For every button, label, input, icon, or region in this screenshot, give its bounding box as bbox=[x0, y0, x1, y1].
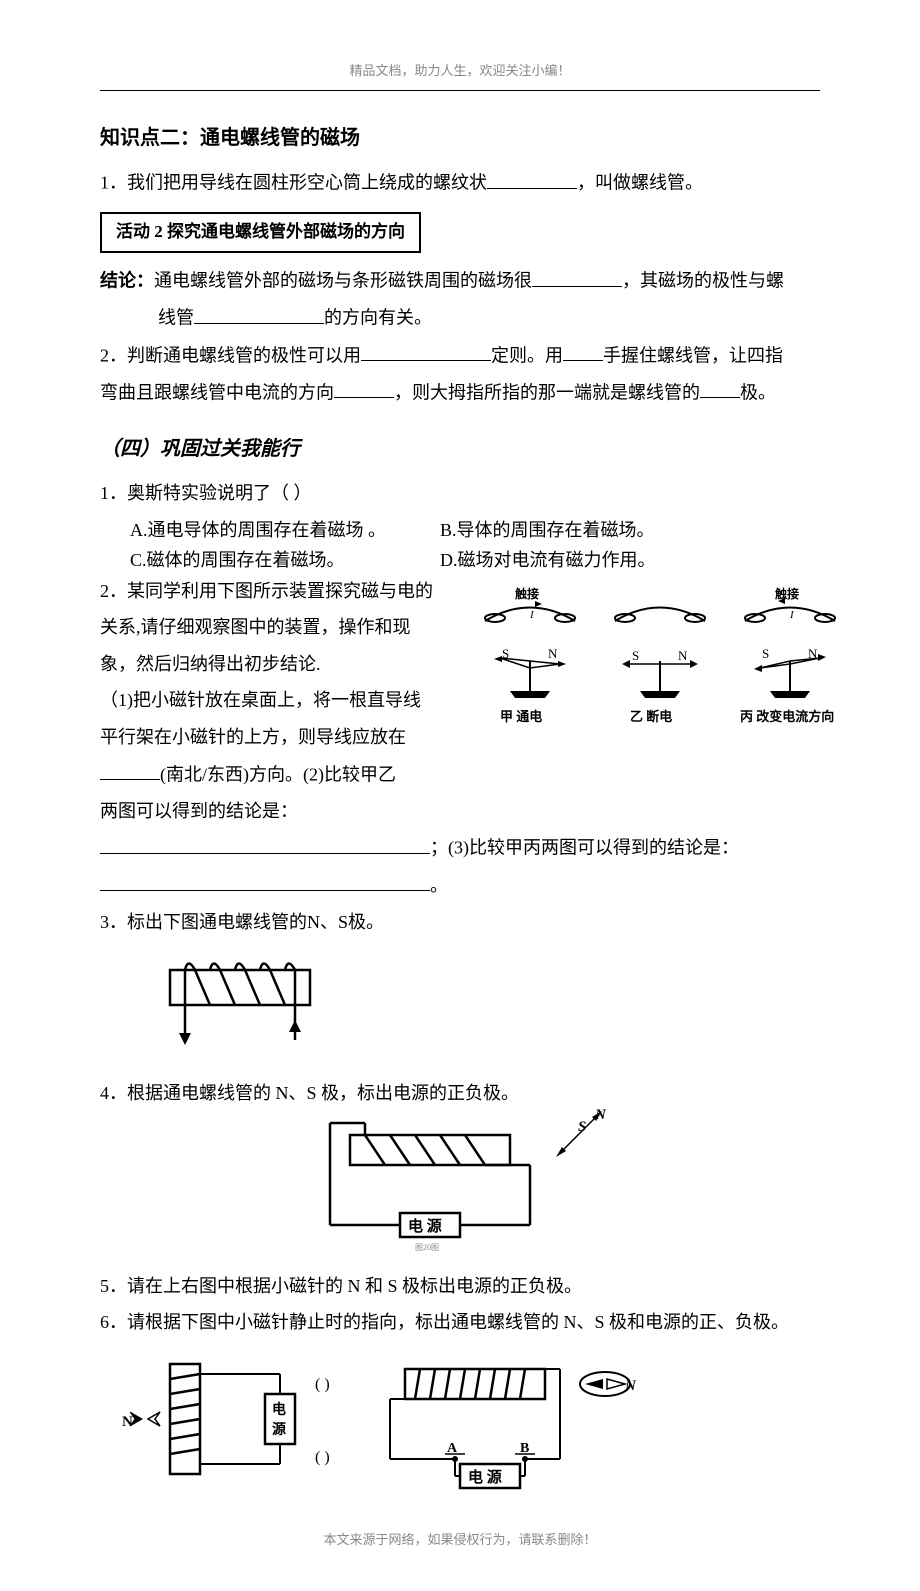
svg-text:图20图: 图20图 bbox=[415, 1243, 439, 1252]
q1-optB: B.导体的周围存在着磁场。 bbox=[440, 515, 655, 546]
svg-text:乙 断电: 乙 断电 bbox=[630, 709, 672, 724]
q2-l8: ；(3)比较甲丙两图可以得到的结论是： bbox=[100, 832, 820, 863]
blank bbox=[532, 265, 622, 287]
q3-diagram bbox=[100, 945, 820, 1070]
q1-optA: A.通电导体的周围存在着磁场 。 bbox=[130, 515, 440, 546]
q5-compass-icon: S N bbox=[550, 1105, 610, 1165]
q2-l1: 2．某同学利用下图所示装置探究磁与电的 bbox=[100, 576, 460, 607]
blank bbox=[100, 759, 160, 781]
touch-label: 触接 bbox=[515, 586, 539, 601]
footer-note: 本文来源于网络，如果侵权行为，请联系删除！ bbox=[100, 1529, 820, 1551]
conclusion-before: 通电螺线管外部的磁场与条形磁铁周围的磁场很 bbox=[154, 271, 532, 291]
svg-text:N: N bbox=[624, 1378, 637, 1394]
blank bbox=[100, 870, 430, 892]
q6-diagram2-icon: N A B 电 源 bbox=[375, 1344, 645, 1499]
section2-p2a: 2．判断通电螺线管的极性可以用 定则。用 手握住螺线管，让四指 bbox=[100, 340, 820, 371]
svg-text:电 源: 电 源 bbox=[468, 1468, 502, 1486]
compass-diagram-icon: 触接 I S N 甲 通电 bbox=[470, 576, 850, 746]
svg-text:S: S bbox=[632, 648, 639, 663]
blank bbox=[700, 377, 740, 399]
q6: 6．请根据下图中小磁针静止时的指向，标出通电螺线管的 N、S 极和电源的正、负极… bbox=[100, 1307, 820, 1338]
q5: 5．请在上右图中根据小磁针的 N 和 S 极标出电源的正负极。 bbox=[100, 1271, 820, 1302]
svg-text:( ): ( ) bbox=[315, 1376, 330, 1393]
q1-row1: A.通电导体的周围存在着磁场 。 B.导体的周围存在着磁场。 bbox=[130, 515, 820, 546]
svg-text:丙 改变电流方向: 丙 改变电流方向 bbox=[740, 709, 834, 724]
svg-text:N: N bbox=[808, 646, 818, 661]
section2-p2b: 弯曲且跟螺线管中电流的方向 ，则大拇指所指的那一端就是螺线管的 极。 bbox=[100, 377, 820, 408]
conclusion-l2-after: 的方向有关。 bbox=[324, 308, 432, 328]
svg-text:I: I bbox=[529, 609, 535, 621]
svg-text:S: S bbox=[578, 1119, 586, 1135]
q3: 3．标出下图通电螺线管的N、S极。 bbox=[100, 907, 820, 938]
p1-before: 1．我们把用导线在圆柱形空心筒上绕成的螺纹状 bbox=[100, 173, 487, 193]
q5-solenoid-icon: 电 源 图20图 bbox=[310, 1115, 560, 1265]
header-underline bbox=[100, 90, 820, 91]
blank bbox=[194, 302, 324, 324]
q2-diagram: 触接 I S N 甲 通电 bbox=[470, 576, 850, 756]
p2b: 定则。用 bbox=[491, 345, 563, 365]
q4: 4．根据通电螺线管的 N、S 极，标出电源的正负极。 bbox=[100, 1078, 820, 1109]
section2-title: 知识点二：通电螺线管的磁场 bbox=[100, 121, 820, 155]
q2-l9: 。 bbox=[100, 870, 820, 901]
svg-text:甲 通电: 甲 通电 bbox=[500, 709, 542, 724]
conclusion-mid: ，其磁场的极性与螺 bbox=[622, 271, 784, 291]
blank bbox=[100, 832, 430, 854]
conclusion-line1: 结论：通电螺线管外部的磁场与条形磁铁周围的磁场很 ，其磁场的极性与螺 bbox=[100, 265, 820, 296]
svg-text:S: S bbox=[762, 646, 769, 661]
svg-text:N: N bbox=[122, 1414, 133, 1430]
q2-text: 2．某同学利用下图所示装置探究磁与电的 关系,请仔细观察图中的装置，操作和现 象… bbox=[100, 576, 460, 833]
svg-text:N: N bbox=[678, 648, 688, 663]
q2-l7: 两图可以得到的结论是： bbox=[100, 796, 460, 827]
svg-text:S: S bbox=[502, 646, 509, 661]
q1-stem: 1．奥斯特实验说明了（ ） bbox=[100, 478, 820, 509]
q1-optD: D.磁场对电流有磁力作用。 bbox=[440, 545, 656, 576]
q1-row2: C.磁体的周围存在着磁场。 D.磁场对电流有磁力作用。 bbox=[130, 545, 820, 576]
p2e: ，则大拇指所指的那一端就是螺线管的 bbox=[394, 382, 700, 402]
svg-text:N: N bbox=[548, 646, 558, 661]
p2f: 极。 bbox=[740, 382, 776, 402]
conclusion-label: 结论： bbox=[100, 271, 154, 291]
svg-text:I: I bbox=[789, 609, 795, 621]
blank bbox=[334, 377, 394, 399]
svg-text:N: N bbox=[594, 1107, 607, 1123]
svg-text:源: 源 bbox=[272, 1421, 286, 1438]
p2a: 2．判断通电螺线管的极性可以用 bbox=[100, 345, 361, 365]
q6-diagram1-icon: 电 源 ( ) ( ) N bbox=[120, 1344, 360, 1499]
solenoid-icon bbox=[150, 945, 335, 1060]
conclusion-line2: 线管 的方向有关。 bbox=[100, 302, 820, 333]
section2-p1: 1．我们把用导线在圆柱形空心筒上绕成的螺纹状 ，叫做螺线管。 bbox=[100, 167, 820, 198]
q2-l4: （1)把小磁针放在桌面上，将一根直导线 bbox=[100, 685, 460, 716]
q2-l6-after: (南北/东西)方向。(2)比较甲乙 bbox=[160, 764, 396, 784]
svg-text:电: 电 bbox=[272, 1401, 286, 1418]
p1-after: ，叫做螺线管。 bbox=[577, 173, 703, 193]
section4-title: （四）巩固过关我能行 bbox=[100, 432, 820, 466]
q2-l9-after: 。 bbox=[430, 875, 448, 895]
page-root: 精品文档，助力人生，欢迎关注小编！ 知识点二：通电螺线管的磁场 1．我们把用导线… bbox=[0, 0, 920, 1591]
q2-l5: 平行架在小磁针的上方，则导线应放在 bbox=[100, 722, 460, 753]
svg-text:( ): ( ) bbox=[315, 1449, 330, 1466]
q1-options: A.通电导体的周围存在着磁场 。 B.导体的周围存在着磁场。 C.磁体的周围存在… bbox=[100, 515, 820, 576]
p2d: 弯曲且跟螺线管中电流的方向 bbox=[100, 382, 334, 402]
conclusion-l2-before: 线管 bbox=[158, 308, 194, 328]
p2c: 手握住螺线管，让四指 bbox=[603, 345, 783, 365]
q2-l8-after: ；(3)比较甲丙两图可以得到的结论是： bbox=[430, 838, 739, 858]
svg-text:触接: 触接 bbox=[775, 586, 799, 601]
q2-block: 2．某同学利用下图所示装置探究磁与电的 关系,请仔细观察图中的装置，操作和现 象… bbox=[100, 576, 820, 833]
q2-l2: 关系,请仔细观察图中的装置，操作和现 bbox=[100, 612, 460, 643]
q2-l6: (南北/东西)方向。(2)比较甲乙 bbox=[100, 759, 460, 790]
header-note: 精品文档，助力人生，欢迎关注小编！ bbox=[100, 60, 820, 82]
q5-row: 电 源 图20图 S N bbox=[100, 1115, 820, 1265]
blank bbox=[361, 340, 491, 362]
q1-optC: C.磁体的周围存在着磁场。 bbox=[130, 545, 440, 576]
blank bbox=[563, 340, 603, 362]
activity-box: 活动 2 探究通电螺线管外部磁场的方向 bbox=[100, 212, 421, 253]
svg-text:电 源: 电 源 bbox=[408, 1217, 442, 1235]
q6-diagrams: 电 源 ( ) ( ) N bbox=[100, 1344, 820, 1499]
blank bbox=[487, 167, 577, 189]
q2-l3: 象，然后归纳得出初步结论. bbox=[100, 649, 460, 680]
